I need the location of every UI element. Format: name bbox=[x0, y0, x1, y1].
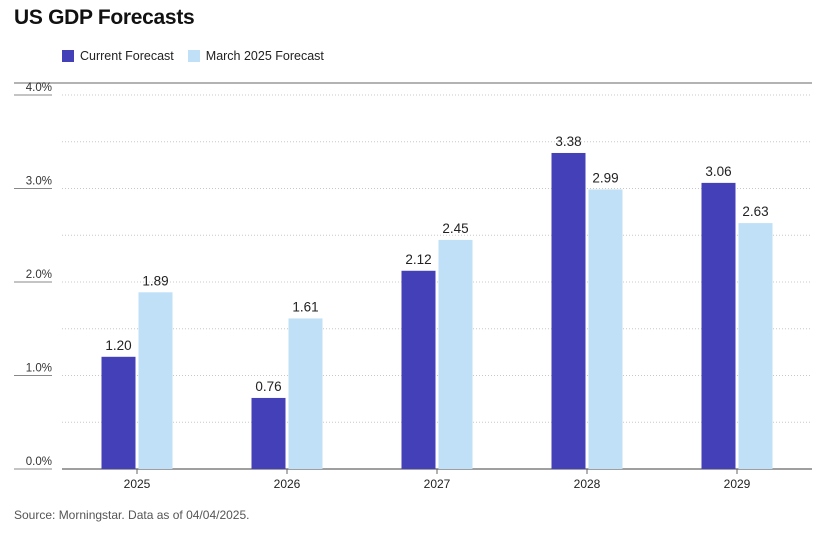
data-label: 2.12 bbox=[405, 252, 431, 267]
data-label: 2.99 bbox=[592, 170, 618, 185]
legend-item-current: Current Forecast bbox=[62, 49, 174, 63]
data-label: 2.45 bbox=[442, 221, 468, 236]
y-tick-label: 1.0% bbox=[26, 363, 52, 375]
x-tick-label: 2025 bbox=[124, 477, 151, 491]
bar-march bbox=[288, 318, 323, 469]
bar-current bbox=[701, 182, 736, 469]
y-tick-label: 2.0% bbox=[26, 269, 52, 281]
x-tick-label: 2028 bbox=[574, 477, 601, 491]
bar-current bbox=[401, 270, 436, 469]
legend-label-march: March 2025 Forecast bbox=[205, 49, 324, 63]
bar-march bbox=[138, 292, 173, 469]
legend-swatch-march bbox=[187, 50, 200, 62]
x-tick-label: 2027 bbox=[424, 477, 451, 491]
bar-current bbox=[251, 397, 286, 469]
bar-current bbox=[101, 356, 136, 469]
data-label: 3.38 bbox=[555, 134, 581, 149]
bar-march bbox=[588, 189, 623, 469]
legend-swatch-current bbox=[62, 50, 74, 62]
x-tick-label: 2029 bbox=[724, 477, 751, 491]
x-tick-label: 2026 bbox=[274, 477, 301, 491]
legend: Current Forecast March 2025 Forecast bbox=[62, 49, 338, 63]
bar-current bbox=[551, 152, 586, 469]
chart-title: US GDP Forecasts bbox=[14, 6, 195, 29]
data-label: 2.63 bbox=[742, 204, 768, 219]
bar-march bbox=[738, 223, 773, 469]
bar-march bbox=[438, 239, 473, 469]
legend-label-current: Current Forecast bbox=[80, 49, 174, 63]
y-tick-label: 3.0% bbox=[26, 176, 52, 188]
legend-item-march: March 2025 Forecast bbox=[187, 49, 324, 63]
y-tick-label: 4.0% bbox=[26, 82, 52, 94]
data-label: 1.20 bbox=[105, 338, 131, 353]
y-tick-label: 0.0% bbox=[26, 456, 52, 468]
data-label: 1.89 bbox=[142, 273, 168, 288]
data-label: 1.61 bbox=[292, 299, 318, 314]
data-label: 0.76 bbox=[255, 379, 281, 394]
data-label: 3.06 bbox=[705, 164, 731, 179]
source-note: Source: Morningstar. Data as of 04/04/20… bbox=[14, 508, 250, 522]
